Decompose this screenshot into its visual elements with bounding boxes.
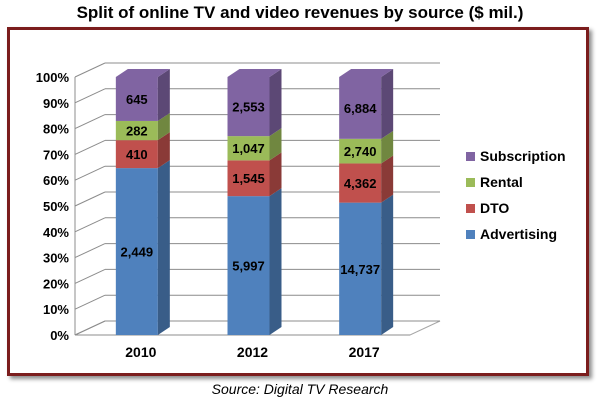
y-tick-label: 30% — [43, 251, 69, 266]
bar-side-subscription-2017 — [381, 69, 394, 139]
gridline-depth — [74, 114, 106, 130]
bar-rental-2017 — [339, 138, 382, 164]
data-label-rental-2012: 1,047 — [232, 141, 265, 156]
data-label-rental-2017: 2,740 — [344, 144, 377, 159]
bar-rental-2010 — [115, 120, 158, 141]
gridline-depth — [74, 165, 106, 181]
legend-swatch-rental — [466, 178, 475, 187]
legend-label-dto: DTO — [480, 200, 509, 216]
gridline-depth — [74, 320, 106, 336]
bar-dto-2017 — [339, 163, 382, 203]
bar-rental-2012 — [227, 136, 270, 161]
data-label-dto-2012: 1,545 — [232, 171, 265, 186]
bar-subscription-2017 — [339, 77, 382, 139]
bar-advertising-2010 — [115, 168, 158, 335]
y-tick-label: 80% — [43, 122, 69, 137]
gridline-depth — [74, 268, 106, 284]
bar-side-rental-2012 — [269, 128, 282, 161]
data-label-subscription-2012: 2,553 — [232, 100, 265, 115]
gridline-depth — [74, 294, 106, 310]
bar-advertising-2012 — [227, 196, 270, 335]
bar-top-subscription-2012 — [227, 69, 282, 77]
gridline-depth — [74, 243, 106, 259]
bar-subscription-2010 — [115, 77, 158, 121]
chart-title: Split of online TV and video revenues by… — [76, 3, 524, 22]
data-label-subscription-2017: 6,884 — [344, 101, 377, 116]
bar-side-subscription-2012 — [269, 69, 282, 137]
legend-swatch-advertising — [466, 230, 475, 239]
y-tick-label: 40% — [43, 225, 69, 240]
gridline-depth — [74, 88, 106, 104]
y-tick-label: 10% — [43, 302, 69, 317]
gridline-depth — [74, 191, 106, 207]
y-tick-label: 70% — [43, 147, 69, 162]
bar-side-rental-2010 — [157, 112, 170, 141]
legend-label-advertising: Advertising — [480, 226, 557, 242]
y-tick-label: 60% — [43, 173, 69, 188]
y-tick-label: 100% — [36, 70, 70, 85]
bar-side-subscription-2010 — [157, 69, 170, 121]
data-label-dto-2010: 410 — [126, 147, 148, 162]
gridline-depth — [74, 139, 106, 155]
bar-side-advertising-2010 — [157, 160, 170, 335]
bar-side-rental-2017 — [381, 130, 394, 164]
data-label-dto-2017: 4,362 — [344, 176, 377, 191]
bar-advertising-2017 — [339, 202, 382, 335]
x-tick-label-2012: 2012 — [237, 344, 268, 360]
legend-swatch-dto — [466, 204, 475, 213]
data-label-rental-2010: 282 — [126, 124, 148, 139]
bar-side-advertising-2017 — [381, 194, 394, 335]
bar-side-dto-2010 — [157, 132, 170, 169]
bar-top-subscription-2010 — [115, 69, 170, 77]
legend-swatch-subscription — [466, 152, 475, 161]
data-label-advertising-2017: 14,737 — [340, 262, 380, 277]
bar-subscription-2012 — [227, 77, 270, 137]
bar-side-dto-2017 — [381, 155, 394, 203]
bar-dto-2010 — [115, 140, 158, 169]
gridline-depth — [74, 217, 106, 233]
bar-side-dto-2012 — [269, 152, 282, 197]
x-tick-label-2017: 2017 — [349, 344, 380, 360]
data-label-subscription-2010: 645 — [126, 92, 148, 107]
y-tick-label: 90% — [43, 96, 69, 111]
bar-dto-2012 — [227, 160, 270, 197]
data-label-advertising-2012: 5,997 — [232, 259, 265, 274]
y-tick-label: 50% — [43, 199, 69, 214]
x-tick-label-2010: 2010 — [125, 344, 156, 360]
data-label-advertising-2010: 2,449 — [121, 245, 154, 260]
y-tick-label: 20% — [43, 276, 69, 291]
bar-top-subscription-2017 — [339, 69, 394, 77]
y-tick-label: 0% — [50, 328, 69, 343]
legend-label-subscription: Subscription — [480, 148, 566, 164]
gridline-depth — [74, 62, 106, 78]
bar-side-advertising-2012 — [269, 188, 282, 335]
source-note: Source: Digital TV Research — [211, 381, 389, 397]
legend-label-rental: Rental — [480, 174, 523, 190]
